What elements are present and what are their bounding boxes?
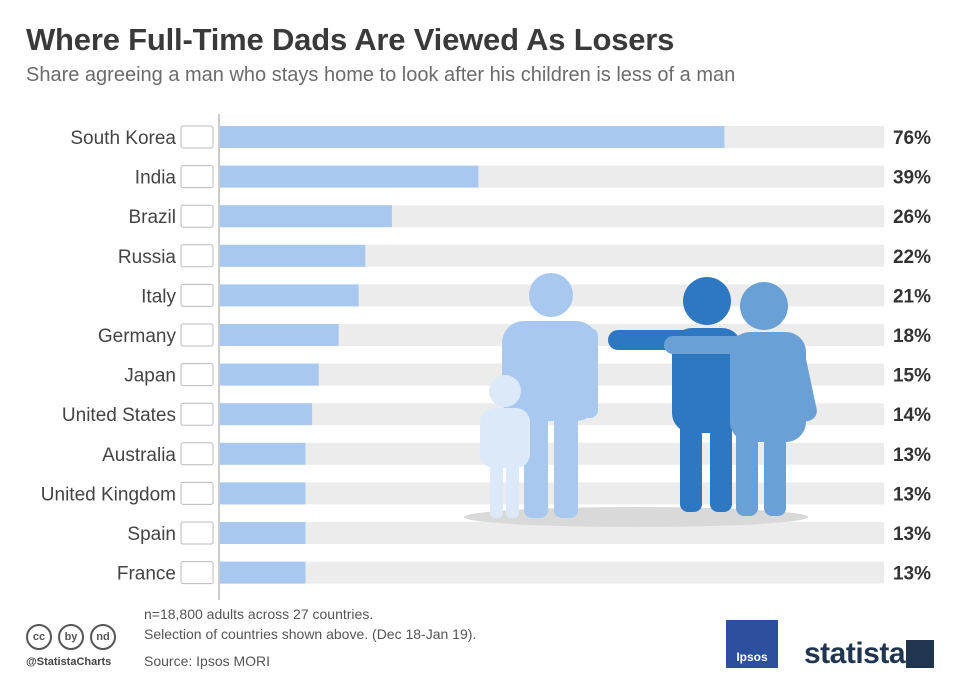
value-label: 26% — [893, 207, 931, 228]
chart-title: Where Full-Time Dads Are Viewed As Loser… — [26, 22, 675, 57]
nd-icon: nd — [90, 624, 116, 650]
bar-track — [219, 244, 884, 267]
dark-man-torso — [672, 328, 742, 433]
value-label: 22% — [893, 247, 931, 268]
value-label: 13% — [893, 524, 931, 545]
value-label: 15% — [893, 366, 931, 387]
value-label: 14% — [893, 405, 931, 426]
category-label: Japan — [124, 366, 176, 387]
bar-brazil — [219, 205, 392, 228]
child-head — [489, 375, 521, 407]
value-label: 21% — [893, 286, 931, 307]
flag-icon — [180, 323, 214, 347]
category-label: Brazil — [128, 207, 176, 228]
value-label: 13% — [893, 484, 931, 505]
flag-icon — [180, 125, 214, 149]
license-icons[interactable]: cc by nd — [26, 624, 116, 650]
category-label: Australia — [102, 445, 176, 466]
child-torso — [480, 408, 530, 468]
flag-icon — [180, 165, 214, 189]
bar-australia — [219, 442, 306, 465]
bar-germany — [219, 324, 339, 346]
value-label: 13% — [893, 445, 931, 466]
period-note: Selection of countries shown above. (Dec… — [144, 626, 477, 642]
category-label: India — [135, 168, 177, 189]
value-label: 18% — [893, 326, 931, 347]
flag-icon — [180, 561, 214, 585]
flag-icon — [180, 481, 214, 505]
sample-note: n=18,800 adults across 27 countries. — [144, 606, 374, 622]
cc-icon: cc — [26, 624, 52, 650]
category-labels: South Korea India Brazil Russia Italy Germany… — [41, 125, 214, 585]
value-label: 39% — [893, 168, 931, 189]
flag-icon — [180, 402, 214, 426]
bar-track — [219, 522, 884, 544]
category-label: Germany — [98, 326, 177, 347]
bar-chart: South Korea India Brazil Russia Italy Germany… — [41, 114, 931, 600]
bar-united-states — [219, 403, 313, 426]
bar-india — [219, 165, 479, 188]
mid-man-arm — [664, 336, 754, 354]
bar-south-korea — [219, 126, 725, 148]
flag-icon — [180, 521, 214, 545]
category-label: France — [117, 564, 176, 585]
chart-subtitle: Share agreeing a man who stays home to l… — [26, 64, 736, 86]
flag-icon — [180, 442, 214, 466]
ipsos-logo-text: Ipsos — [736, 650, 768, 664]
bar-track — [219, 561, 884, 584]
flag-icon — [180, 204, 214, 228]
by-icon: by — [58, 624, 84, 650]
category-label: United Kingdom — [41, 484, 176, 505]
family-illustration — [464, 273, 817, 527]
bar-france — [219, 561, 306, 584]
flag-icon — [180, 363, 214, 387]
value-label: 13% — [893, 564, 931, 585]
category-label: Russia — [118, 247, 177, 268]
category-label: United States — [62, 405, 176, 426]
bars — [219, 126, 725, 584]
bar-japan — [219, 363, 319, 386]
flag-icon — [180, 283, 214, 307]
bar-italy — [219, 284, 359, 307]
dad-head — [529, 273, 573, 317]
source-note: Source: Ipsos MORI — [144, 653, 271, 669]
bar-russia — [219, 244, 366, 267]
value-labels: 76% 39% 26% 22% 21% 18% 15% 14% 13% 13% 13% 13% — [893, 128, 931, 585]
category-label: Spain — [127, 524, 176, 545]
category-label: Italy — [141, 286, 176, 307]
mid-man-head — [740, 282, 788, 330]
statista-handle[interactable]: @StatistaCharts — [26, 656, 112, 668]
statista-mark-icon — [906, 640, 934, 668]
bar-spain — [219, 522, 306, 544]
ipsos-logo: Ipsos — [726, 620, 778, 668]
category-label: South Korea — [70, 128, 176, 149]
dark-man-head — [683, 277, 731, 325]
flag-icon — [180, 244, 214, 268]
value-label: 76% — [893, 128, 931, 149]
statista-logo[interactable]: statista — [804, 637, 906, 670]
bar-united-kingdom — [219, 482, 306, 505]
